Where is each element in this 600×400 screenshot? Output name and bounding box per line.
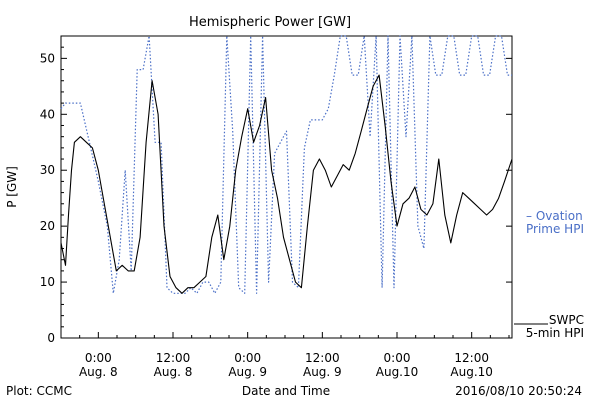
legend-swpc-line1: SWPC <box>549 313 584 327</box>
series-line-ovation <box>60 35 512 294</box>
y-tick-label: 0 <box>47 331 55 345</box>
x-tick-date: Aug. 9 <box>228 365 267 379</box>
x-tick-date: Aug.10 <box>376 365 419 379</box>
plot-credit: Plot: CCMC <box>6 384 72 398</box>
x-tick-date: Aug. 8 <box>154 365 193 379</box>
y-tick-label: 50 <box>40 51 55 65</box>
legend-swpc: SWPC 5-min HPI <box>514 313 584 340</box>
series-line-swpc <box>60 74 513 294</box>
y-tick-label: 10 <box>40 275 55 289</box>
y-tick-label: 30 <box>40 163 55 177</box>
x-tick-time: 12:00 <box>305 351 340 365</box>
x-tick-time: 12:00 <box>156 351 191 365</box>
x-tick-date: Aug. 8 <box>79 365 118 379</box>
legend-ovation-line1: – Ovation <box>526 209 583 223</box>
plot-area-frame <box>60 35 513 339</box>
plot-timestamp: 2016/08/10 20:50:24 <box>455 384 582 398</box>
x-tick-date: Aug. 9 <box>303 365 342 379</box>
legend-ovation: – Ovation Prime HPI <box>526 209 584 236</box>
y-tick-label: 20 <box>40 219 55 233</box>
x-tick-time: 0:00 <box>384 351 411 365</box>
y-tick-label: 40 <box>40 107 55 121</box>
legend-swpc-line2: 5-min HPI <box>526 326 584 340</box>
x-tick-time: 12:00 <box>454 351 489 365</box>
y-axis-label: P [GW] <box>5 166 19 208</box>
x-tick-time: 0:00 <box>85 351 112 365</box>
x-tick-time: 0:00 <box>234 351 261 365</box>
series-layer <box>60 35 513 294</box>
y-axis-ticks: 0 10 20 30 40 50 <box>40 46 512 345</box>
chart-title: Hemispheric Power [GW] <box>189 15 351 30</box>
x-tick-date: Aug.10 <box>450 365 493 379</box>
x-axis-label: Date and Time <box>242 384 330 398</box>
legend-ovation-line2: Prime HPI <box>526 222 584 236</box>
